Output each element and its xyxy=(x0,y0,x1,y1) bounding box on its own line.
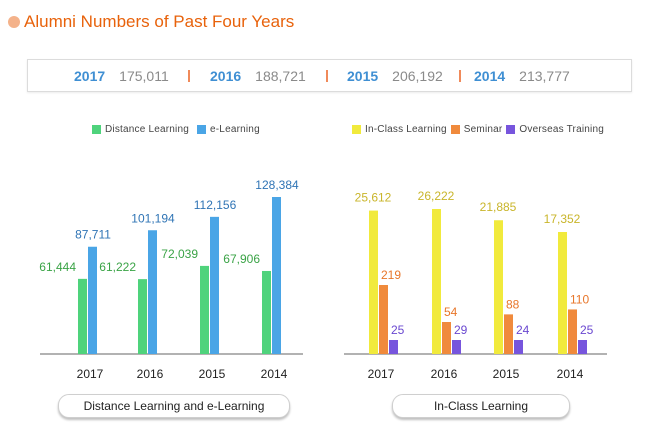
chart-caption-left: Distance Learning and e-Learning xyxy=(58,394,290,418)
bar-elearning-2017 xyxy=(88,246,97,354)
legend-label: In-Class Learning xyxy=(365,124,447,135)
bar-inclass-2015 xyxy=(494,220,503,354)
data-label: 25 xyxy=(391,323,405,337)
x-tick-label: 2016 xyxy=(137,367,164,381)
summary-total: 175,011 xyxy=(119,67,169,84)
bar-elearning-2015 xyxy=(210,216,219,354)
bar-inclass-2014 xyxy=(558,232,567,354)
data-label: 24 xyxy=(516,323,530,337)
legend-left: Distance Learning e-Learning xyxy=(92,124,268,135)
data-label: 26,222 xyxy=(418,189,455,203)
data-label: 61,222 xyxy=(99,260,136,274)
legend-label: e-Learning xyxy=(210,124,260,135)
legend-item-overseas: Overseas Training xyxy=(506,124,604,135)
data-label: 72,039 xyxy=(161,247,198,261)
x-tick-label: 2017 xyxy=(368,367,395,381)
x-tick-label: 2015 xyxy=(493,367,520,381)
data-label: 29 xyxy=(454,323,468,337)
legend-item-distance: Distance Learning xyxy=(92,124,189,135)
bar-inclass-2016 xyxy=(432,209,441,354)
page-title: Alumni Numbers of Past Four Years xyxy=(24,12,295,31)
data-label: 54 xyxy=(444,305,458,319)
summary-total: 206,192 xyxy=(392,67,443,84)
bar-overseas-2016 xyxy=(452,340,461,354)
bar-elearning-2014 xyxy=(272,197,281,354)
legend-swatch xyxy=(197,125,207,134)
legend-swatch xyxy=(450,125,460,134)
summary-year: 2016 xyxy=(210,67,242,84)
x-tick-label: 2017 xyxy=(77,367,104,381)
bar-distance-2017 xyxy=(78,278,87,354)
legend-label: Seminar xyxy=(463,124,503,135)
data-label: 88 xyxy=(506,297,520,311)
data-label: 25 xyxy=(580,323,594,337)
summary-separator xyxy=(188,70,190,82)
bar-distance-2014 xyxy=(262,270,271,354)
legend-label: Overseas Training xyxy=(519,124,604,135)
summary-year: 2015 xyxy=(347,67,379,84)
page-header: Alumni Numbers of Past Four Years xyxy=(8,12,294,32)
bar-overseas-2017 xyxy=(389,340,398,354)
summary-item-2016: 2016 188,721 xyxy=(210,68,306,84)
legend-swatch xyxy=(352,125,361,134)
bar-inclass-2017 xyxy=(369,210,378,354)
data-label: 101,194 xyxy=(131,211,175,225)
bar-elearning-2016 xyxy=(148,230,157,354)
bar-distance-2015 xyxy=(200,265,209,354)
summary-total: 188,721 xyxy=(255,67,306,84)
summary-item-2014: 2014 213,777 xyxy=(474,68,570,84)
data-label: 87,711 xyxy=(75,228,111,242)
bar-overseas-2014 xyxy=(578,340,587,354)
summary-year: 2014 xyxy=(474,67,506,84)
summary-bar: 2017 175,011 2016 188,721 2015 206,192 2… xyxy=(27,59,632,92)
chart-caption-right: In-Class Learning xyxy=(392,394,570,418)
data-label: 25,612 xyxy=(355,191,392,205)
bullet-dot-icon xyxy=(8,16,20,28)
data-label: 61,444 xyxy=(39,260,76,274)
summary-separator xyxy=(326,70,328,82)
data-label: 21,885 xyxy=(480,200,517,214)
summary-separator xyxy=(459,70,461,82)
x-tick-label: 2015 xyxy=(199,367,226,381)
bar-overseas-2015 xyxy=(514,340,523,354)
summary-item-2015: 2015 206,192 xyxy=(347,68,443,84)
legend-swatch xyxy=(506,125,516,134)
bar-seminar-2015 xyxy=(504,314,513,354)
legend-swatch xyxy=(92,125,101,134)
bar-distance-2016 xyxy=(138,279,147,354)
data-label: 112,156 xyxy=(194,198,237,212)
data-label: 67,906 xyxy=(223,252,260,266)
x-tick-label: 2014 xyxy=(557,367,584,381)
x-tick-label: 2016 xyxy=(431,367,458,381)
legend-label: Distance Learning xyxy=(105,124,190,135)
data-label: 128,384 xyxy=(255,178,299,192)
legend-item-inclass: In-Class Learning xyxy=(352,124,447,135)
x-tick-label: 2014 xyxy=(261,367,288,381)
bar-seminar-2017 xyxy=(379,285,388,354)
legend-item-seminar: Seminar xyxy=(450,124,503,135)
legend-item-elearning: e-Learning xyxy=(197,124,260,135)
data-label: 17,352 xyxy=(544,212,581,226)
summary-item-2017: 2017 175,011 xyxy=(74,68,169,84)
summary-year: 2017 xyxy=(74,67,106,84)
legend-right: In-Class Learning Seminar Overseas Train… xyxy=(352,124,604,135)
summary-total: 213,777 xyxy=(519,67,570,84)
data-label: 219 xyxy=(381,268,401,282)
data-label: 110 xyxy=(570,292,589,306)
bar-seminar-2014 xyxy=(568,309,577,354)
bar-seminar-2016 xyxy=(442,322,451,354)
